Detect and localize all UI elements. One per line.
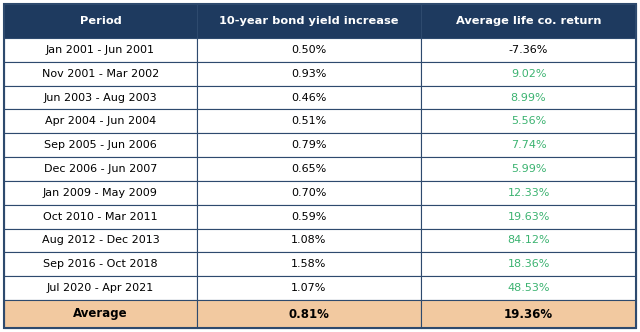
Bar [196,86,421,110]
Bar [4,38,196,62]
Bar [4,181,196,205]
Bar [196,110,421,133]
Text: Oct 2010 - Mar 2011: Oct 2010 - Mar 2011 [43,211,157,222]
Bar [196,300,421,328]
Text: -7.36%: -7.36% [509,45,548,55]
Text: Aug 2012 - Dec 2013: Aug 2012 - Dec 2013 [42,235,159,245]
Text: Sep 2016 - Oct 2018: Sep 2016 - Oct 2018 [43,259,157,269]
Bar [421,86,636,110]
Text: 19.36%: 19.36% [504,307,553,320]
Text: 10-year bond yield increase: 10-year bond yield increase [219,16,399,26]
Bar [421,4,636,38]
Text: 8.99%: 8.99% [511,93,547,103]
Bar [421,300,636,328]
Text: 1.07%: 1.07% [291,283,326,293]
Bar [4,300,196,328]
Text: Apr 2004 - Jun 2004: Apr 2004 - Jun 2004 [45,116,156,126]
Bar [421,181,636,205]
Bar [4,252,196,276]
Text: 7.74%: 7.74% [511,140,547,150]
Bar [421,110,636,133]
Text: Sep 2005 - Jun 2006: Sep 2005 - Jun 2006 [44,140,157,150]
Bar [4,157,196,181]
Bar [196,276,421,300]
Text: 12.33%: 12.33% [508,188,550,198]
Text: Average life co. return: Average life co. return [456,16,602,26]
Bar [4,86,196,110]
Bar [4,62,196,86]
Text: 0.70%: 0.70% [291,188,326,198]
Text: Jan 2009 - May 2009: Jan 2009 - May 2009 [43,188,158,198]
Text: 0.93%: 0.93% [291,69,326,79]
Bar [421,205,636,228]
Bar [421,276,636,300]
Text: 48.53%: 48.53% [508,283,550,293]
Bar [421,38,636,62]
Text: Jul 2020 - Apr 2021: Jul 2020 - Apr 2021 [47,283,154,293]
Bar [196,181,421,205]
Bar [196,38,421,62]
Bar [421,157,636,181]
Text: 18.36%: 18.36% [508,259,550,269]
Bar [4,205,196,228]
Bar [4,110,196,133]
Text: Average: Average [73,307,128,320]
Text: 0.46%: 0.46% [291,93,326,103]
Text: 19.63%: 19.63% [508,211,550,222]
Bar [196,4,421,38]
Text: 0.59%: 0.59% [291,211,326,222]
Text: 0.50%: 0.50% [291,45,326,55]
Text: 84.12%: 84.12% [508,235,550,245]
Bar [196,62,421,86]
Text: 0.81%: 0.81% [289,307,330,320]
Bar [4,4,196,38]
Bar [421,252,636,276]
Bar [421,62,636,86]
Bar [4,276,196,300]
Text: Jan 2001 - Jun 2001: Jan 2001 - Jun 2001 [46,45,155,55]
Bar [196,228,421,252]
Text: Jun 2003 - Aug 2003: Jun 2003 - Aug 2003 [44,93,157,103]
Text: 0.79%: 0.79% [291,140,326,150]
Bar [196,157,421,181]
Text: 1.08%: 1.08% [291,235,326,245]
Text: 0.65%: 0.65% [291,164,326,174]
Text: 1.58%: 1.58% [291,259,326,269]
Bar [421,133,636,157]
Bar [4,228,196,252]
Bar [4,133,196,157]
Bar [196,133,421,157]
Text: Nov 2001 - Mar 2002: Nov 2001 - Mar 2002 [42,69,159,79]
Bar [196,252,421,276]
Text: 5.56%: 5.56% [511,116,546,126]
Text: 9.02%: 9.02% [511,69,547,79]
Text: Dec 2006 - Jun 2007: Dec 2006 - Jun 2007 [44,164,157,174]
Text: Period: Period [79,16,121,26]
Bar [196,205,421,228]
Text: 0.51%: 0.51% [291,116,326,126]
Bar [421,228,636,252]
Text: 5.99%: 5.99% [511,164,547,174]
